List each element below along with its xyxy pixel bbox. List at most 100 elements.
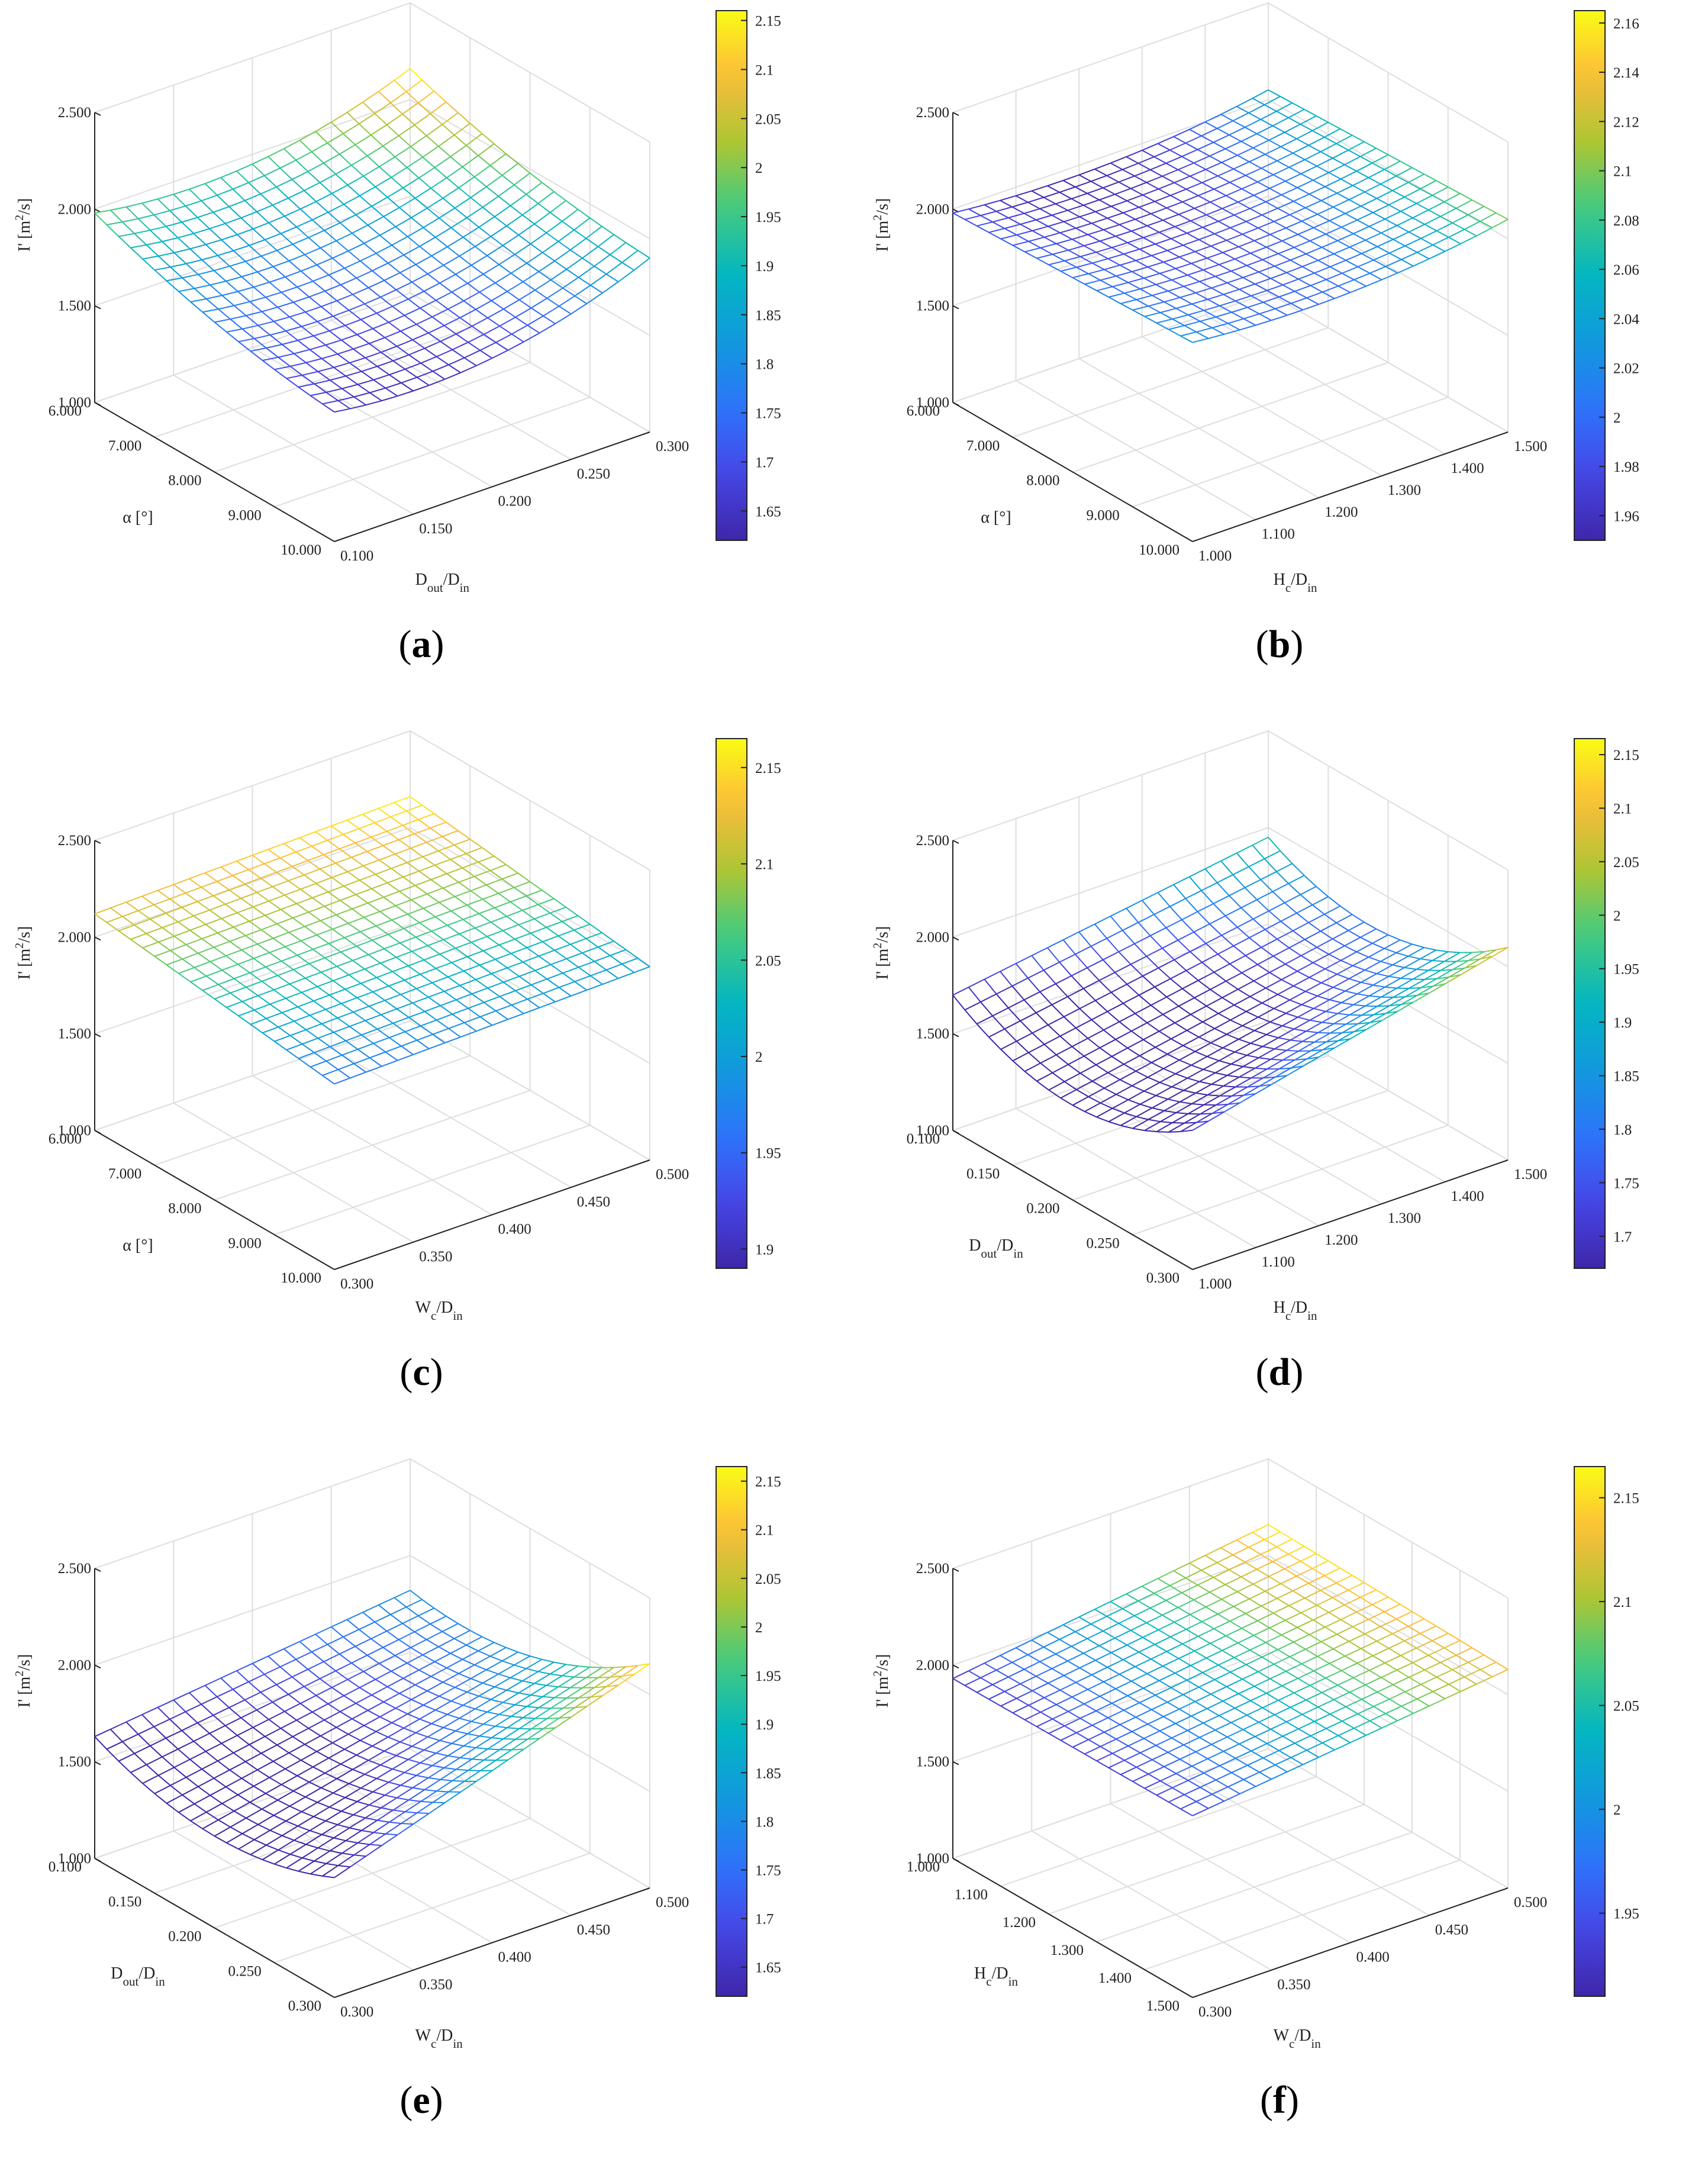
mesh-line [511,998,528,1006]
mesh-line [1207,1085,1224,1096]
mesh-line [1369,266,1386,274]
mesh-line [1123,1055,1140,1065]
mesh-line [1159,1673,1175,1681]
mesh-line [236,1670,249,1683]
mesh-line [158,935,175,943]
mesh-line [181,907,194,917]
mesh-line [439,207,456,219]
mesh-line [1233,161,1250,170]
mesh-line [314,1860,327,1864]
x-tick-label: 8.000 [168,1201,201,1217]
mesh-line [434,156,451,168]
mesh-line [952,1670,969,1680]
mesh-line [1380,961,1393,966]
mesh-line [1352,956,1369,966]
mesh-line [308,1781,322,1789]
mesh-line [220,177,234,190]
mesh-line [194,909,210,917]
mesh-line [1282,284,1295,292]
mesh-line [1210,195,1226,203]
mesh-line [1345,212,1358,221]
mesh-line [1396,175,1409,183]
mesh-line [1334,1038,1351,1049]
y-tick-label: 0.400 [1356,1950,1390,1966]
mesh-line [1138,156,1155,164]
mesh-line [1206,1599,1222,1608]
mesh-line [1338,285,1351,294]
mesh-line [387,1677,404,1687]
mesh-line [394,802,407,812]
mesh-line [526,1668,539,1673]
mesh-line [397,1053,414,1061]
mesh-line [197,217,210,230]
mesh-line [361,1829,374,1834]
mesh-line [399,272,413,283]
y-axis-label-sub: c [431,2037,436,2051]
mesh-line [411,945,428,952]
mesh-line [1012,1060,1026,1072]
mesh-line [1384,211,1401,220]
mesh-line [312,949,326,959]
mesh-line [1278,247,1295,254]
mesh-line [408,1799,421,1802]
mesh-line [427,1736,440,1741]
mesh-line [459,979,476,986]
mesh-line [470,884,487,891]
mesh-line [341,1842,358,1854]
mesh-line [1031,955,1045,971]
mesh-line [305,362,318,372]
mesh-line [249,966,266,974]
mesh-line [487,1738,504,1750]
mesh-line [372,328,385,339]
mesh-line [299,140,312,153]
mesh-line [1400,202,1417,212]
mesh-line [325,1008,338,1019]
mesh-line [1361,253,1374,261]
mesh-line [1126,984,1140,996]
mesh-line [344,318,362,326]
mesh-line [328,268,345,276]
mesh-line [1076,1089,1089,1097]
mesh-line [1237,147,1253,156]
mesh-line [189,248,202,260]
mesh-line [518,1683,535,1694]
mesh-line [292,170,308,181]
mesh-line [1293,985,1306,993]
mesh-line [1281,194,1294,202]
mesh-line [1209,1584,1226,1593]
mesh-line [320,240,337,249]
mesh-line [322,399,339,405]
mesh-line [1243,1066,1255,1069]
mesh-line [189,1758,202,1770]
mesh-line [458,1664,475,1674]
mesh-line [1491,218,1509,228]
mesh-line [282,340,298,345]
mesh-line [447,924,460,935]
mesh-line [327,1703,341,1712]
mesh-line [510,901,523,911]
mesh-line [385,1833,398,1836]
mesh-line [1173,136,1186,144]
mesh-line [189,930,202,940]
mesh-line [542,890,555,900]
x-floor-gridline [1012,327,1329,438]
mesh-line [1160,1112,1177,1122]
mesh-line [1148,261,1164,268]
mesh-line [578,966,591,977]
mesh-line [1186,1021,1203,1031]
mesh-line [1356,212,1374,221]
mesh-line [379,905,396,913]
mesh-line [441,124,455,136]
mesh-line [420,307,433,318]
mesh-line [333,1827,350,1839]
mesh-line [325,1820,338,1826]
mesh-line [1268,902,1285,912]
mesh-line [1076,266,1089,275]
mesh-line [1313,227,1326,235]
mesh-line [1306,1022,1323,1032]
mesh-line [602,978,619,985]
mesh-line [421,1599,435,1609]
mesh-line [1126,200,1139,208]
mesh-line [514,887,527,897]
mesh-line [1084,1696,1100,1705]
